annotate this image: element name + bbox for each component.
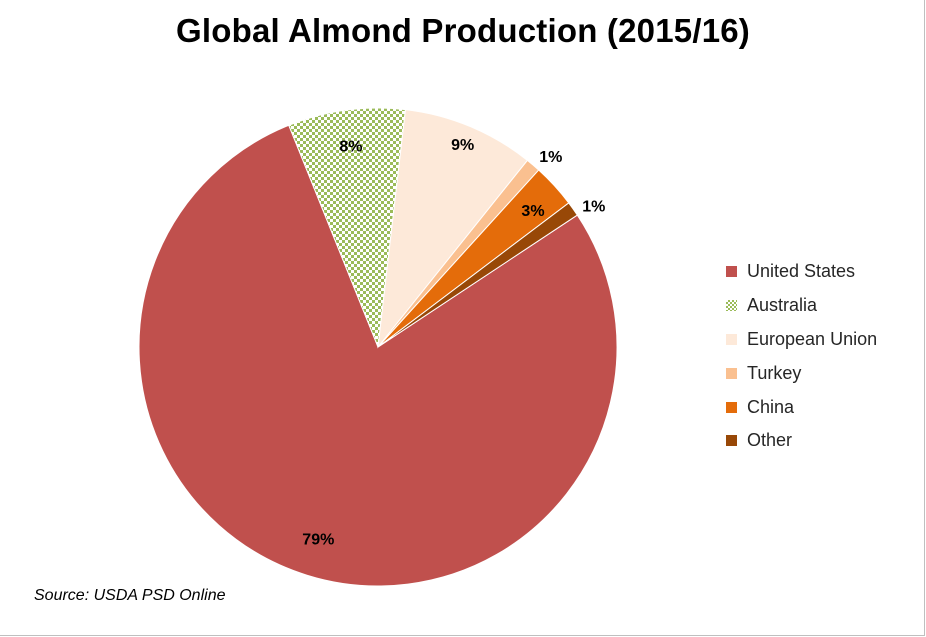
- legend-swatch: [726, 401, 737, 413]
- legend-item-united-states: United States: [726, 255, 877, 289]
- chart-legend: United States Australia European Union Turk…: [726, 255, 877, 458]
- legend-swatch: [726, 300, 737, 312]
- slice-united-states: [138, 124, 618, 587]
- legend-label: Other: [747, 430, 793, 451]
- data-label-united-states: 79%: [302, 532, 334, 549]
- data-label-china: 3%: [521, 203, 544, 220]
- legend-label: Australia: [747, 295, 818, 316]
- legend-swatch: [726, 435, 737, 447]
- source-note: Source: USDA PSD Online: [34, 587, 226, 604]
- data-label-australia: 8%: [339, 139, 362, 156]
- legend-swatch: [726, 266, 737, 278]
- legend-label: Turkey: [747, 362, 802, 383]
- data-label-european-union: 9%: [451, 137, 474, 154]
- legend-item-china: China: [726, 390, 877, 424]
- legend-label: United States: [747, 261, 856, 282]
- slice-european-union: [377, 109, 529, 349]
- legend-label: China: [747, 396, 795, 417]
- legend-label: European Union: [747, 328, 878, 349]
- legend-item-australia: Australia: [726, 289, 877, 323]
- legend-swatch: [726, 367, 737, 379]
- data-label-other: 1%: [582, 198, 605, 215]
- slice-australia: [288, 107, 407, 348]
- legend-swatch: [726, 333, 737, 345]
- chart-title: Global Almond Production (2015/16): [176, 12, 750, 49]
- legend-item-turkey: Turkey: [726, 356, 877, 390]
- slice-other: [377, 202, 578, 348]
- legend-item-other: Other: [726, 424, 877, 458]
- legend-item-european-union: European Union: [726, 323, 877, 357]
- data-label-turkey: 1%: [539, 149, 562, 166]
